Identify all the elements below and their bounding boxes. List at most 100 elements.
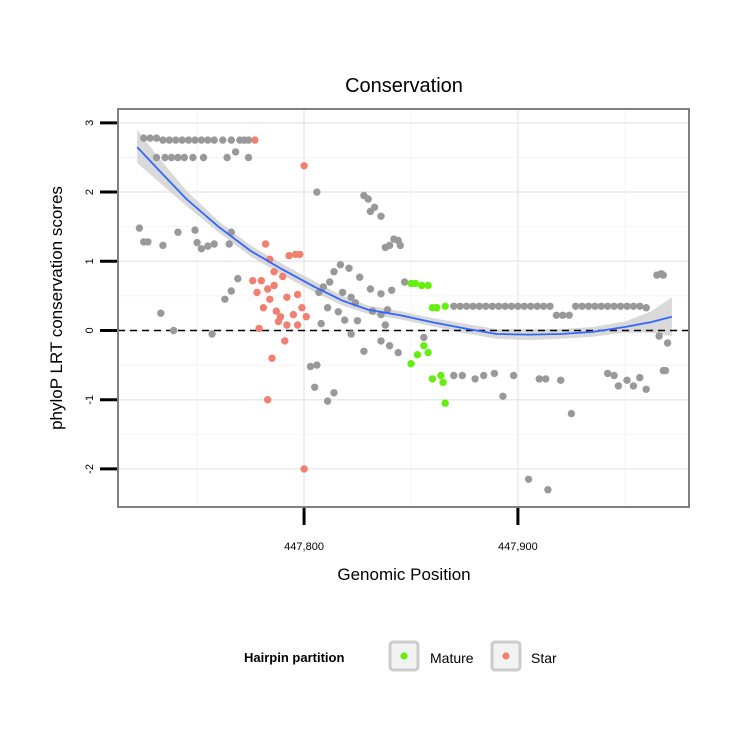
point-star — [293, 321, 302, 329]
x-tick-label: 447,900 — [498, 541, 538, 553]
point-other — [227, 136, 235, 144]
point-other — [356, 273, 364, 281]
point-other — [469, 302, 477, 310]
legend-swatch-star — [502, 652, 510, 660]
point-other — [642, 304, 650, 312]
point-other — [495, 302, 503, 310]
point-mature — [432, 304, 441, 312]
point-other — [659, 271, 667, 279]
point-star — [302, 313, 310, 321]
point-mature — [420, 342, 428, 350]
point-other — [400, 278, 409, 286]
point-star — [253, 288, 261, 297]
point-other — [385, 342, 394, 350]
point-other — [623, 302, 631, 310]
point-star — [285, 252, 293, 260]
point-other — [533, 302, 541, 310]
point-star — [283, 321, 291, 329]
point-other — [388, 286, 396, 294]
point-other — [642, 385, 650, 393]
point-other — [509, 371, 518, 380]
point-other — [323, 304, 332, 312]
point-other — [210, 136, 218, 144]
point-other — [323, 397, 332, 405]
point-other — [578, 302, 586, 310]
x-tick-label: 447,800 — [284, 541, 324, 553]
point-other — [225, 240, 233, 248]
plot-area — [117, 108, 690, 508]
point-other — [610, 302, 618, 310]
point-other — [377, 337, 385, 345]
y-tick-label: 0 — [84, 327, 96, 333]
point-other — [616, 302, 625, 310]
point-other — [629, 302, 638, 310]
point-other — [546, 302, 554, 310]
points-unpartitioned — [135, 134, 672, 494]
point-other — [178, 136, 186, 144]
point-other — [385, 241, 394, 250]
points-mature — [407, 279, 449, 407]
point-other — [180, 153, 188, 162]
point-other — [394, 348, 402, 357]
point-other — [614, 382, 623, 390]
point-other — [167, 153, 176, 162]
point-other — [381, 321, 389, 329]
x-axis: 447,800 447,900 — [284, 508, 538, 553]
point-star — [291, 250, 300, 259]
point-star — [270, 281, 278, 290]
point-other — [146, 134, 154, 142]
point-other — [191, 226, 199, 234]
point-other — [565, 311, 573, 319]
point-other — [152, 153, 161, 162]
point-other — [661, 366, 670, 375]
point-other — [539, 302, 548, 310]
point-other — [191, 136, 199, 144]
point-other — [159, 241, 167, 250]
point-other — [174, 228, 182, 236]
point-mature — [424, 281, 432, 290]
point-other — [326, 278, 334, 286]
point-mature — [418, 281, 426, 290]
point-other — [140, 134, 148, 142]
y-tick-label: -1 — [84, 395, 96, 405]
point-other — [144, 238, 152, 246]
point-mature — [441, 399, 449, 407]
legend-swatch-mature — [400, 652, 408, 660]
point-other — [482, 302, 490, 310]
point-other — [197, 245, 206, 253]
point-star — [293, 290, 302, 299]
point-other — [189, 153, 197, 162]
point-other — [366, 285, 375, 293]
point-other — [663, 339, 672, 347]
point-other — [420, 333, 428, 342]
point-other — [208, 330, 216, 338]
point-other — [197, 136, 206, 144]
point-other — [396, 241, 404, 250]
point-star — [264, 285, 272, 293]
smooth-trend-line — [136, 146, 673, 336]
point-other — [462, 302, 471, 310]
point-other — [330, 389, 338, 397]
point-other — [597, 302, 605, 310]
point-other — [313, 188, 321, 196]
point-other — [311, 383, 319, 391]
point-star — [266, 295, 274, 303]
point-other — [240, 136, 248, 144]
chart-title: Conservation — [345, 75, 463, 97]
point-other — [655, 332, 663, 340]
point-other — [471, 375, 479, 383]
point-mature — [437, 371, 445, 380]
point-other — [584, 302, 593, 310]
point-other — [334, 308, 342, 316]
point-other — [520, 302, 528, 310]
point-other — [204, 242, 212, 250]
panel-border — [117, 108, 690, 508]
point-mature — [428, 375, 437, 383]
point-other — [480, 371, 488, 380]
point-other — [184, 136, 193, 144]
point-other — [610, 371, 618, 380]
point-other — [450, 302, 458, 310]
point-other — [456, 302, 464, 310]
point-other — [353, 317, 362, 325]
point-other — [501, 302, 509, 310]
